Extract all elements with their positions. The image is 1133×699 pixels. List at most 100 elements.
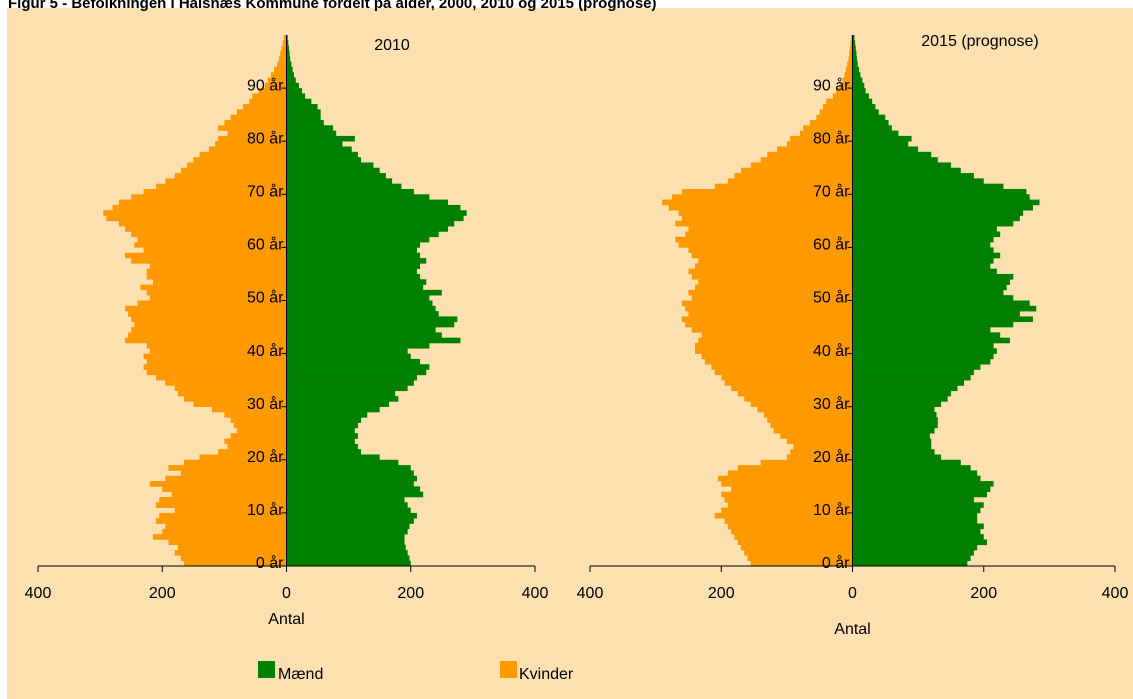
bar: [286, 56, 291, 62]
bar: [852, 231, 1001, 238]
bar: [852, 316, 1033, 323]
bar: [286, 210, 467, 216]
bar: [286, 236, 430, 243]
bar: [128, 311, 287, 317]
bar: [685, 305, 853, 312]
bar: [786, 454, 853, 461]
bar: [286, 337, 461, 344]
bar: [852, 82, 865, 89]
bar: [286, 119, 324, 126]
bar: [688, 247, 853, 254]
bar: [852, 427, 935, 434]
bar: [286, 454, 380, 461]
bar: [849, 50, 853, 57]
bar: [852, 72, 861, 78]
bar: [852, 496, 974, 503]
bar: [852, 135, 912, 142]
legend-swatch: [500, 661, 517, 678]
bar: [218, 449, 287, 455]
bar: [264, 82, 287, 89]
bar: [286, 353, 411, 360]
y-tick-label: 80 år: [813, 129, 850, 147]
bar: [852, 459, 961, 466]
bar: [698, 337, 853, 344]
bar: [737, 390, 853, 397]
bar: [721, 374, 853, 381]
y-tick-label: 20 år: [813, 448, 850, 466]
bar: [724, 518, 853, 524]
bar: [685, 321, 853, 328]
bar: [852, 61, 858, 68]
y-tick-label: 70 år: [247, 183, 284, 201]
bar: [183, 459, 287, 466]
bar: [727, 178, 853, 184]
bar: [286, 284, 424, 291]
bar: [848, 56, 853, 62]
x-tick-label: 400: [522, 585, 549, 602]
bar: [695, 342, 853, 349]
bar: [286, 417, 362, 423]
bar: [281, 45, 287, 52]
bar: [734, 173, 853, 179]
x-tick-label: 400: [25, 585, 52, 602]
y-tick-label: 20 år: [247, 448, 284, 466]
bar: [731, 385, 853, 392]
bar: [162, 486, 287, 492]
bar: [286, 481, 414, 487]
bar: [852, 438, 932, 445]
bar: [852, 311, 1020, 317]
bar: [286, 40, 289, 46]
bar: [724, 380, 853, 386]
bar: [790, 449, 853, 455]
bar: [852, 305, 1037, 312]
bar: [852, 199, 1040, 206]
bar: [286, 555, 410, 561]
bar: [286, 146, 352, 153]
bar: [852, 194, 1030, 200]
bar: [852, 157, 938, 163]
bar: [760, 459, 853, 466]
bar: [165, 380, 287, 386]
bar: [156, 183, 287, 190]
bar: [280, 50, 287, 57]
bar: [747, 555, 853, 561]
y-tick-label: 40 år: [247, 342, 284, 360]
bar: [279, 56, 287, 62]
bar: [851, 35, 853, 41]
bar: [165, 523, 287, 530]
bar: [174, 507, 287, 514]
bar: [286, 98, 312, 105]
bar: [714, 369, 853, 376]
bar: [193, 157, 287, 163]
x-tick-label: 200: [708, 585, 735, 602]
bar: [721, 491, 853, 498]
bar: [852, 507, 981, 514]
bar: [131, 194, 287, 200]
bar: [286, 215, 464, 222]
bar: [286, 157, 362, 163]
bar: [852, 417, 938, 423]
bar: [208, 146, 287, 153]
bar: [852, 141, 909, 147]
bar: [286, 82, 299, 89]
bar: [678, 210, 853, 216]
bar: [852, 449, 935, 455]
bar: [852, 289, 1004, 296]
bar: [662, 199, 853, 206]
bar: [230, 417, 287, 423]
bar: [852, 528, 981, 535]
bar: [852, 125, 892, 131]
bar: [681, 188, 853, 195]
bar: [852, 491, 988, 498]
bar: [826, 98, 853, 105]
bar: [124, 337, 287, 344]
bar: [852, 348, 997, 354]
bar: [701, 353, 853, 360]
bar: [852, 151, 932, 158]
bar: [852, 114, 886, 121]
bar: [852, 337, 1010, 344]
bar: [286, 77, 296, 84]
bar: [286, 518, 414, 524]
bar: [286, 443, 358, 450]
bar: [286, 311, 439, 317]
